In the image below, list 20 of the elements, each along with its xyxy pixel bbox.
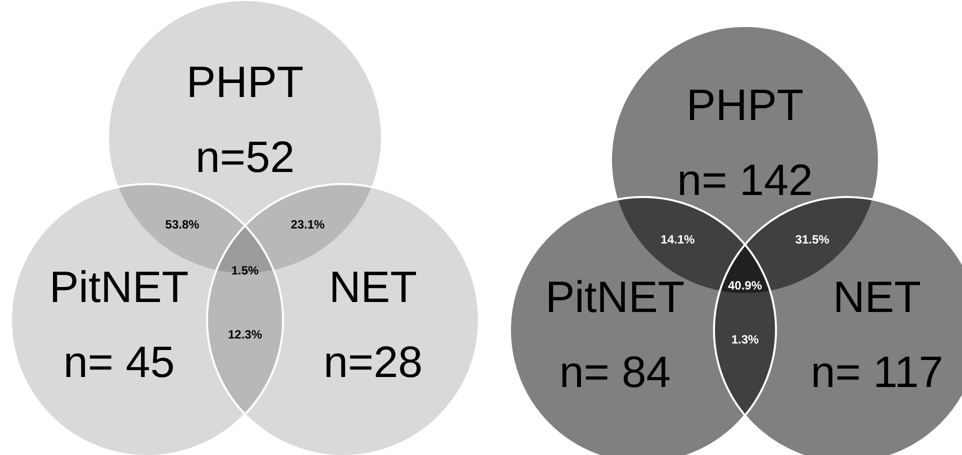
text: 31.5%: [795, 232, 830, 246]
text: 40.9%: [728, 278, 762, 292]
text: 53.8%: [165, 217, 200, 232]
data-label: n= 45: [63, 338, 175, 388]
text: 1.3%: [731, 332, 759, 346]
text: 14.1%: [660, 232, 696, 246]
text: 23.1%: [290, 217, 326, 232]
data-label: n= 117: [810, 348, 944, 398]
text: 12.3%: [228, 327, 262, 342]
category-label: PitNET: [49, 263, 189, 312]
category-label: PHPT: [686, 81, 804, 130]
category-label: NET: [833, 273, 921, 322]
data-label: n= 142: [677, 156, 813, 206]
category-label: PHPT: [186, 58, 304, 108]
data-label: n=28: [323, 338, 423, 388]
data-label: n= 84: [559, 348, 671, 398]
text: 1.5%: [231, 263, 259, 278]
data-label: n=52: [195, 133, 295, 182]
category-label: NET: [329, 263, 417, 312]
category-label: PitNET: [545, 273, 685, 322]
